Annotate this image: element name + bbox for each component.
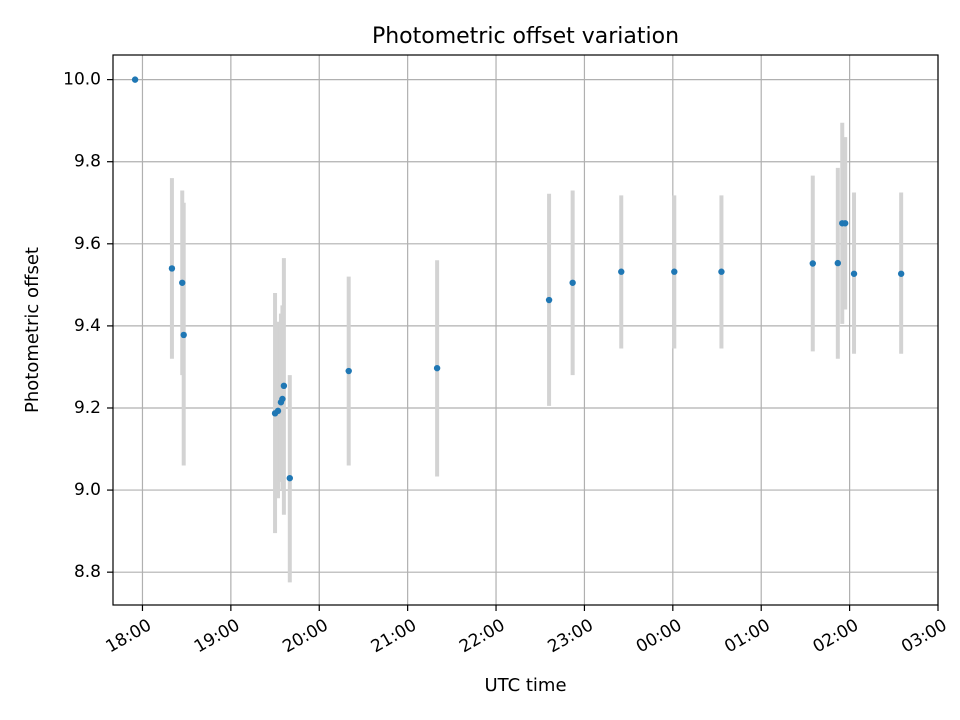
x-tick-label: 19:00 — [191, 615, 243, 657]
data-point — [569, 279, 576, 286]
x-tick-label: 02:00 — [810, 615, 862, 657]
data-point — [834, 259, 842, 267]
data-point — [841, 220, 849, 227]
data-point — [809, 260, 816, 267]
x-tick-label: 03:00 — [898, 615, 950, 657]
data-point — [279, 395, 286, 403]
plot-frame — [112, 54, 939, 606]
data-point — [286, 474, 293, 482]
x-tick-label: 00:00 — [633, 615, 685, 657]
data-point — [897, 270, 905, 277]
x-tick-label: 01:00 — [721, 615, 773, 657]
x-tick-label: 20:00 — [279, 615, 331, 657]
y-tick-label: 9.6 — [74, 234, 101, 254]
data-point — [718, 268, 725, 275]
y-tick-label: 10.0 — [63, 70, 101, 90]
data-point — [180, 331, 187, 339]
data-point — [168, 265, 176, 272]
data-point — [545, 296, 553, 304]
data-point — [274, 407, 282, 415]
data-point — [671, 268, 678, 275]
y-tick-label: 9.2 — [74, 398, 101, 418]
data-point — [179, 279, 186, 286]
y-tick-label: 9.8 — [74, 152, 101, 172]
data-point — [433, 364, 441, 372]
x-tick-label: 21:00 — [368, 615, 420, 657]
x-tick-label: 18:00 — [103, 615, 155, 657]
y-tick-label: 8.8 — [74, 562, 101, 582]
data-point — [131, 76, 139, 83]
x-tick-label: 23:00 — [544, 615, 596, 657]
y-tick-label: 9.4 — [74, 316, 101, 336]
data-point — [345, 367, 352, 375]
data-point — [618, 268, 625, 275]
axis-ticks: 18:00 19:00 20:00 21:00 22:00 23:00 00:00 01:00… — [63, 70, 950, 658]
y-tick-label: 9.0 — [74, 480, 101, 500]
y-axis-title: Photometric offset — [22, 247, 43, 413]
x-tick-label: 22:00 — [456, 615, 508, 657]
grid — [113, 55, 939, 605]
data-point — [280, 382, 288, 390]
x-axis-title: UTC time — [484, 675, 566, 696]
data-points — [131, 76, 905, 482]
chart-title: Photometric offset variation — [372, 24, 679, 49]
error-bars — [169, 122, 904, 583]
data-point — [850, 270, 858, 277]
